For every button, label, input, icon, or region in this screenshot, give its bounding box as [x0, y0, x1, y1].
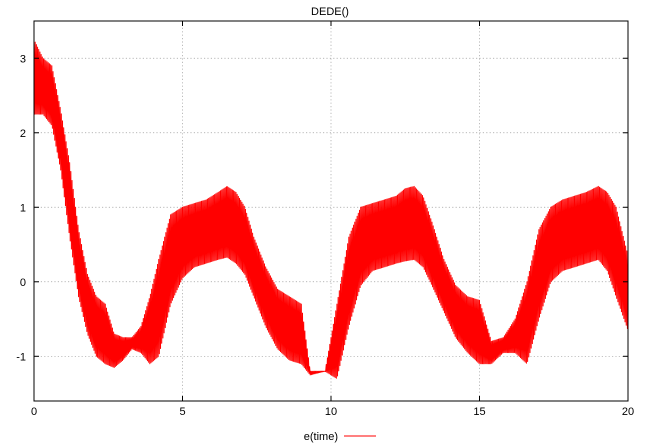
chart-title: DEDE()	[311, 6, 349, 18]
x-tick-label: 15	[473, 406, 485, 418]
y-tick-label: 2	[20, 128, 26, 140]
x-tick-label: 10	[325, 406, 337, 418]
legend-label-e-time: e(time)	[304, 431, 338, 443]
y-tick-label: -1	[16, 351, 26, 363]
series-line-e-time	[33, 39, 629, 379]
x-tick-label: 20	[622, 406, 634, 418]
x-tick-label: 5	[179, 406, 185, 418]
ticks: 0 5 10 15 20 -1 0 1 2 3	[16, 21, 634, 418]
y-tick-label: 3	[20, 53, 26, 65]
series-layer	[33, 39, 629, 379]
y-tick-label: 1	[20, 202, 26, 214]
x-tick-label: 0	[31, 406, 37, 418]
y-tick-label: 0	[20, 277, 26, 289]
legend: e(time)	[304, 431, 376, 443]
